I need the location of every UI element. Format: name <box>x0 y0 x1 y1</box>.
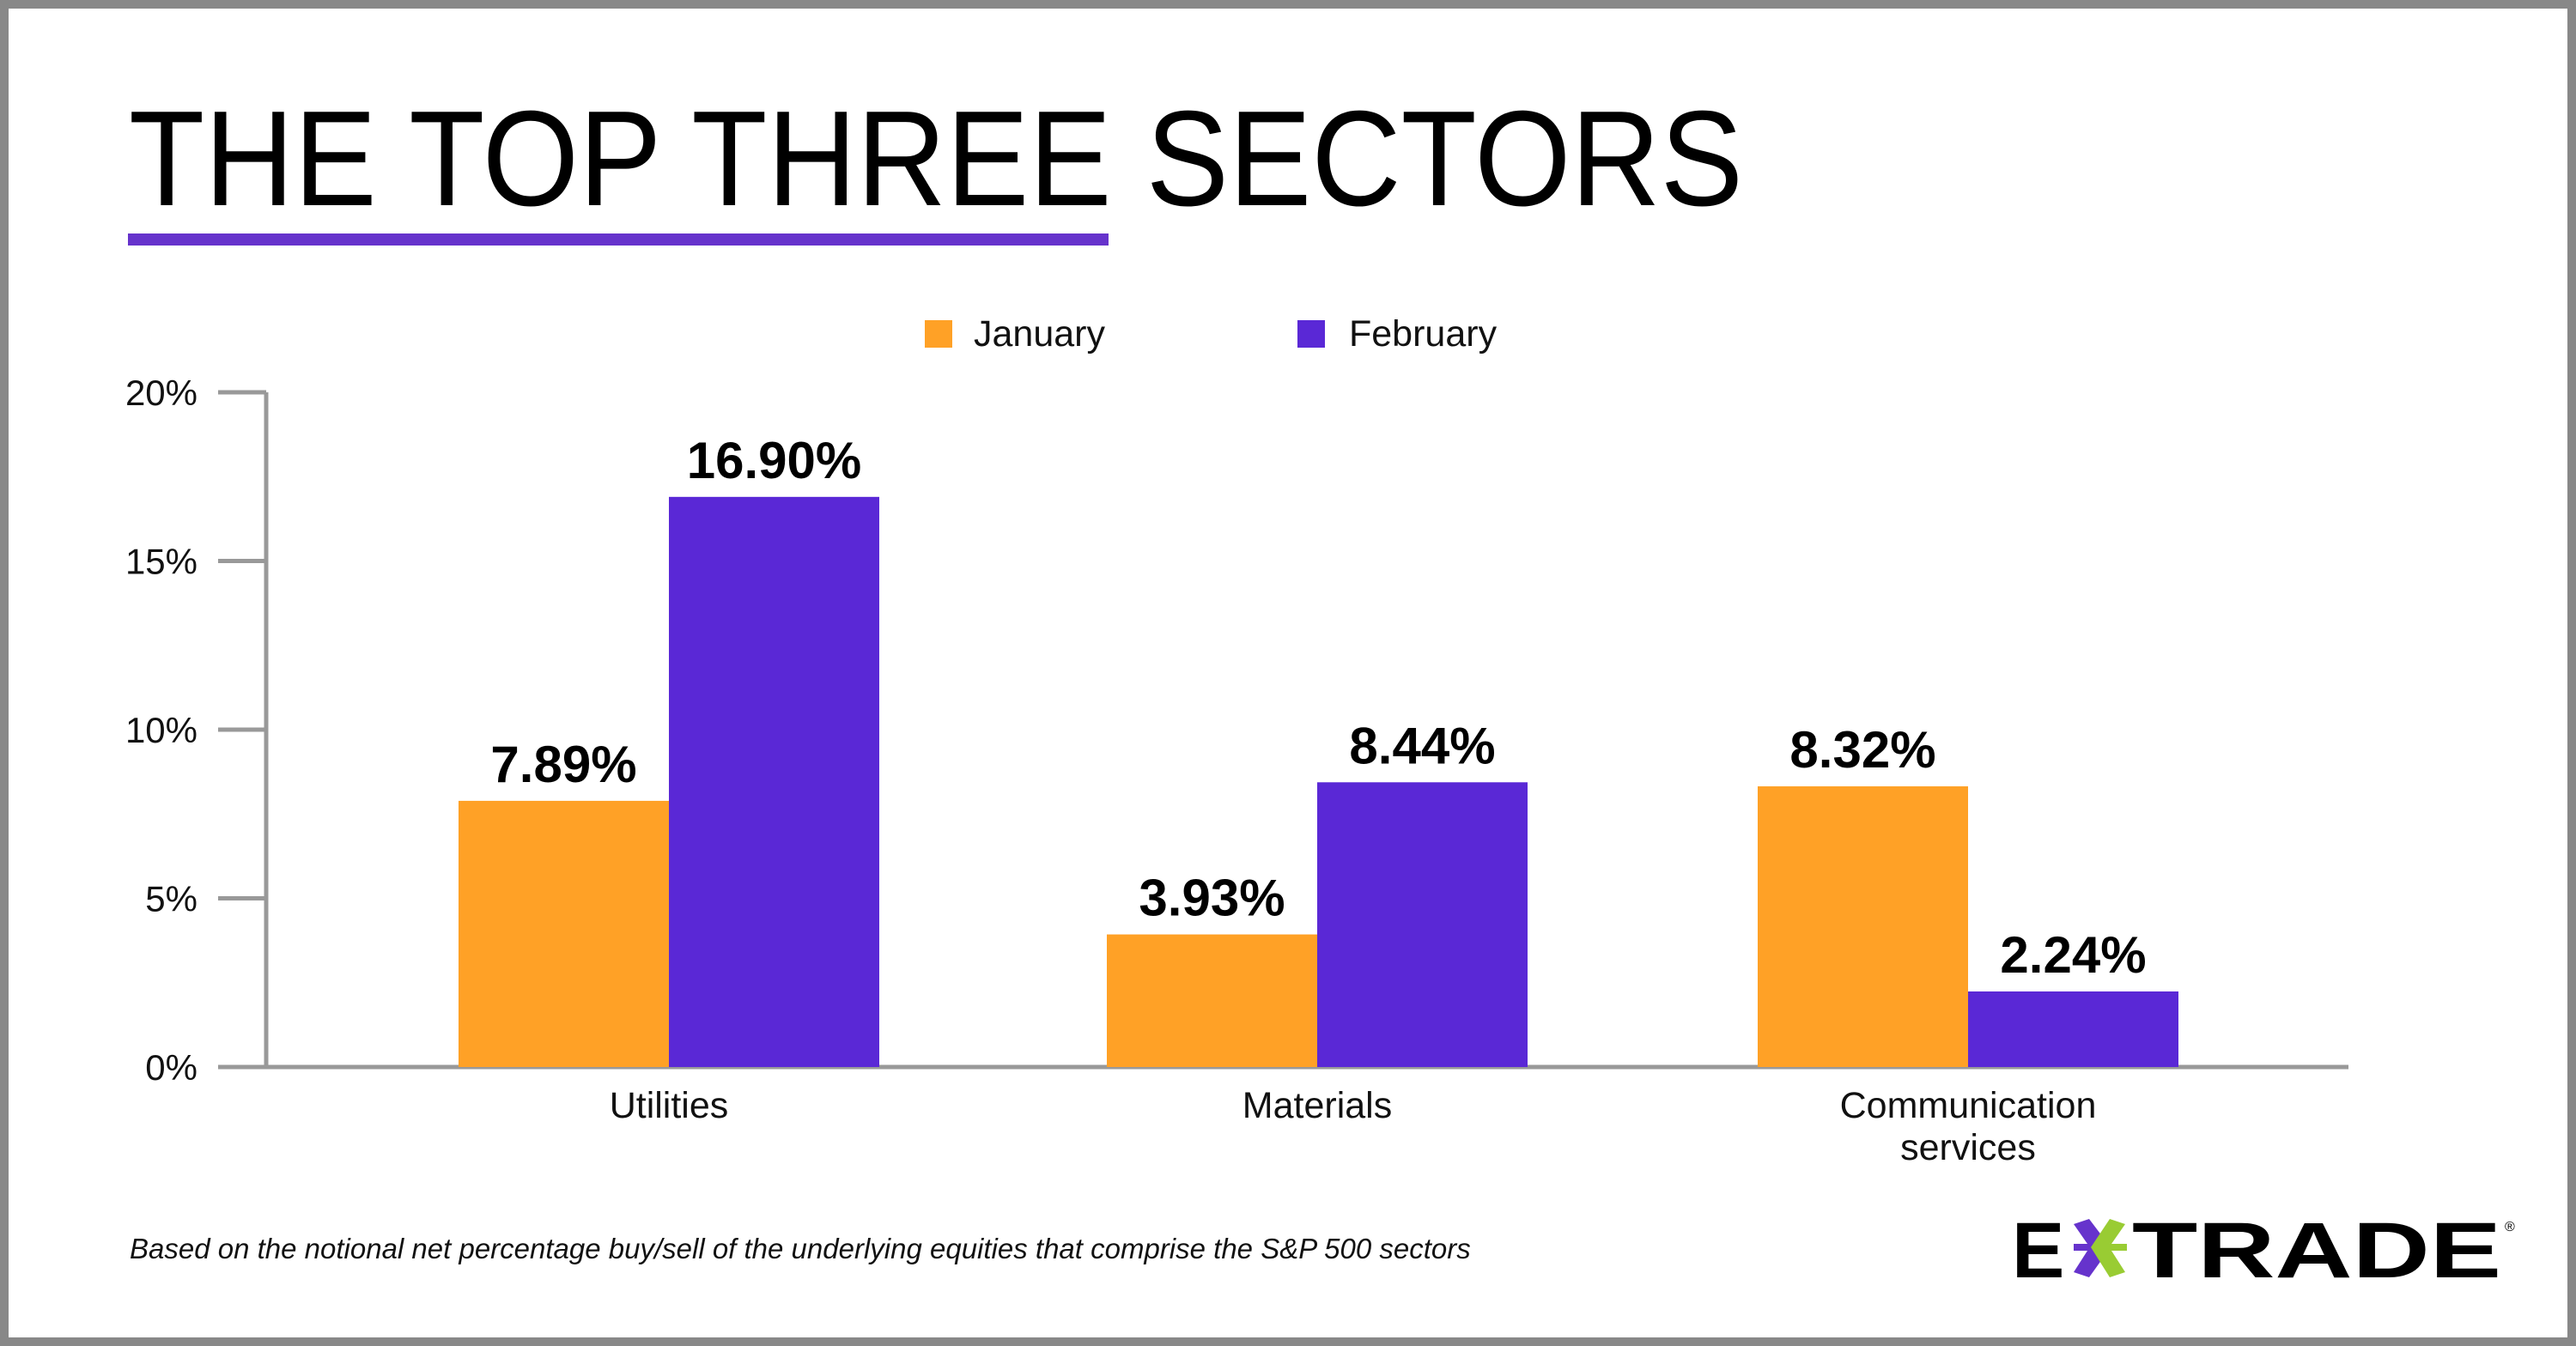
y-tick-label: 10% <box>125 710 197 750</box>
y-tick-label: 0% <box>145 1047 197 1088</box>
legend-swatch-february <box>1297 320 1325 348</box>
data-label: 8.44% <box>1349 717 1495 774</box>
bars: 7.89% 3.93% 8.32% 16.90% 8.44% 2.24% <box>459 432 2178 1067</box>
bar-february <box>1968 991 2178 1067</box>
data-label: 2.24% <box>2000 926 2146 984</box>
legend-label-february: February <box>1349 313 1498 355</box>
data-label: 16.90% <box>687 432 862 489</box>
x-category-label: Utilities <box>610 1085 729 1126</box>
logo-trade: TRADE <box>2132 1207 2501 1294</box>
x-category-label: Communication <box>1840 1085 2097 1126</box>
data-label: 8.32% <box>1789 721 1935 779</box>
data-label: 3.93% <box>1139 870 1285 927</box>
bar-january <box>1758 786 1968 1067</box>
x-category-label: services <box>1900 1127 2036 1168</box>
y-tick-label: 20% <box>125 373 197 413</box>
legend: January February <box>925 313 1498 355</box>
page-title: THE TOP THREE SECTORS <box>129 83 1743 234</box>
bar-january <box>459 800 669 1067</box>
logo-letter-e: E <box>2012 1207 2064 1294</box>
footnote: Based on the notional net percentage buy… <box>130 1233 1471 1264</box>
bar-february <box>1317 782 1528 1067</box>
title-underline <box>128 233 1109 246</box>
y-tick-label: 5% <box>145 879 197 919</box>
logo-registered: ® <box>2505 1220 2515 1234</box>
x-category-label: Materials <box>1242 1085 1392 1126</box>
y-tick-label: 15% <box>125 542 197 582</box>
logo-star-icon <box>2074 1219 2127 1277</box>
legend-label-january: January <box>974 313 1105 355</box>
data-label: 7.89% <box>490 736 636 793</box>
bar-february <box>669 496 879 1067</box>
bar-january <box>1107 934 1317 1067</box>
legend-swatch-january <box>925 320 952 348</box>
etrade-logo: E TRADE ® <box>2012 1207 2515 1294</box>
